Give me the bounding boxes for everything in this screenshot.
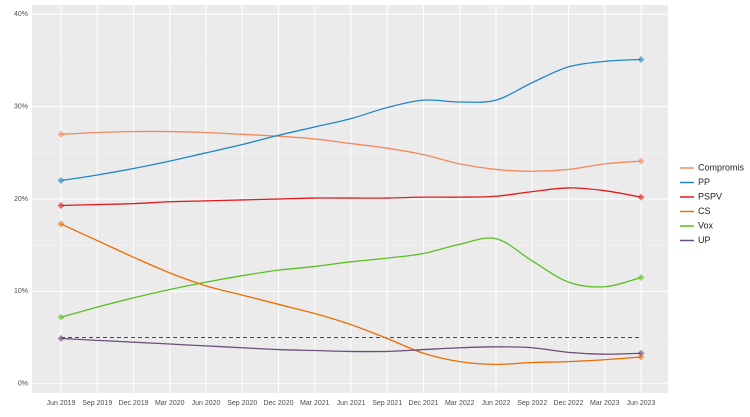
end-marker xyxy=(637,353,645,361)
end-marker xyxy=(57,201,65,209)
x-tick-label: Mar 2022 xyxy=(445,400,475,407)
x-tick-label: Mar 2020 xyxy=(155,400,185,407)
legend-label: Vox xyxy=(698,220,714,230)
y-tick-label: 0% xyxy=(18,381,28,388)
legend-label: CS xyxy=(698,206,711,216)
trend-line xyxy=(60,237,642,318)
x-tick-label: Mar 2023 xyxy=(590,400,620,407)
y-tick-label: 40% xyxy=(14,11,28,18)
x-tick-label: Sep 2020 xyxy=(227,400,257,407)
end-marker xyxy=(637,274,645,282)
x-tick-label: Mar 2021 xyxy=(300,400,330,407)
x-tick-label: Jun 2023 xyxy=(627,400,656,407)
end-marker xyxy=(57,334,65,342)
end-marker xyxy=(637,157,645,165)
x-tick-label: Jun 2019 xyxy=(47,400,76,407)
end-marker xyxy=(637,56,645,64)
legend-label: PSPV xyxy=(698,191,722,201)
x-tick-label: Dec 2021 xyxy=(409,400,439,407)
end-marker xyxy=(637,349,645,357)
trend-line xyxy=(60,187,642,207)
x-tick-label: Jun 2021 xyxy=(337,400,366,407)
trend-line xyxy=(60,337,642,355)
x-tick-label: Dec 2020 xyxy=(264,400,294,407)
x-tick-label: Sep 2019 xyxy=(82,400,112,407)
x-tick-label: Sep 2022 xyxy=(517,400,547,407)
x-tick-label: Dec 2022 xyxy=(554,400,584,407)
y-tick-label: 10% xyxy=(14,288,28,295)
legend-label: Compromis xyxy=(698,162,745,172)
x-tick-label: Jun 2022 xyxy=(482,400,511,407)
end-marker xyxy=(57,220,65,228)
end-marker xyxy=(57,313,65,321)
x-tick-label: Sep 2021 xyxy=(372,400,402,407)
end-marker xyxy=(637,193,645,201)
trend-line xyxy=(60,58,642,182)
trend-line xyxy=(60,223,642,366)
legend-label: UP xyxy=(698,235,711,245)
end-marker xyxy=(57,177,65,185)
trend-line xyxy=(60,130,642,172)
legend-label: PP xyxy=(698,177,710,187)
x-tick-label: Dec 2019 xyxy=(119,400,149,407)
x-tick-label: Jun 2020 xyxy=(192,400,221,407)
y-tick-label: 20% xyxy=(14,196,28,203)
end-marker xyxy=(57,130,65,138)
y-tick-label: 30% xyxy=(14,103,28,110)
